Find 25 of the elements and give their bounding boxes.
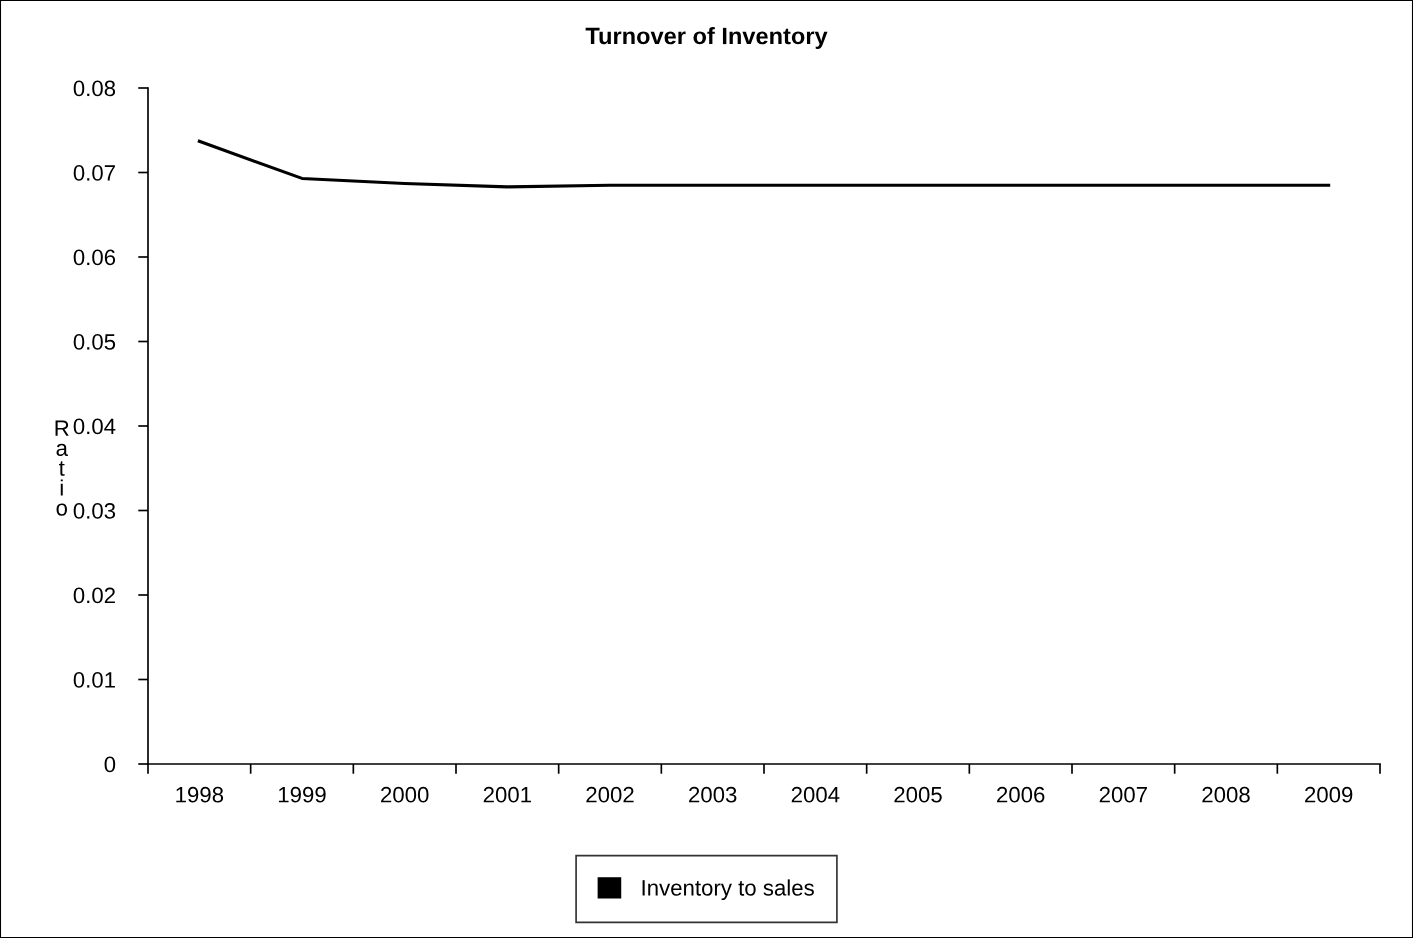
line-series	[197, 139, 1331, 189]
y-axis-title: Ratio	[55, 420, 69, 516]
chart-title: Turnover of Inventory	[585, 27, 828, 49]
y-tick-label: 0.08	[73, 80, 116, 97]
y-tick-label: 0.01	[73, 672, 115, 688]
y-tick-label: 0.06	[73, 249, 116, 266]
x-tick-label: 2007	[1099, 786, 1147, 803]
x-tick-label: 2000	[381, 786, 429, 803]
y-tick-label: 0.05	[73, 334, 116, 350]
x-tick-label: 2008	[1202, 786, 1250, 803]
y-tick-label: 0	[104, 756, 116, 773]
x-tick-label: 1999	[278, 786, 326, 803]
x-tick-label: 2005	[894, 786, 942, 803]
y-tick-label: 0.04	[73, 418, 116, 435]
y-tick-label: 0.02	[73, 587, 115, 604]
x-tick-label: 2009	[1305, 786, 1353, 803]
y-tick-label: 0.03	[73, 503, 116, 519]
x-tick-label: 2006	[997, 786, 1045, 803]
x-tick-label: 2003	[689, 786, 737, 803]
y-tick-label: 0.07	[73, 165, 115, 181]
legend-label: Inventory to sales	[642, 879, 814, 901]
x-tick-label: 2001	[483, 786, 531, 803]
x-tick-label: 1998	[176, 786, 224, 803]
x-tick-label: 2002	[586, 786, 634, 803]
x-tick-label: 2004	[791, 786, 840, 803]
